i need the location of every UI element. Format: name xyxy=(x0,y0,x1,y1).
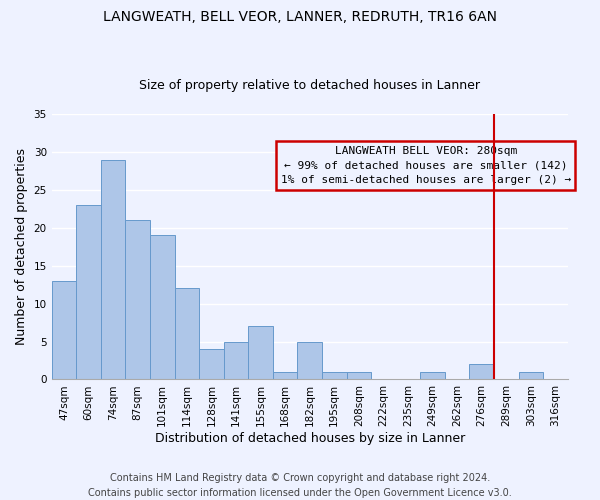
Bar xyxy=(273,372,298,380)
Bar xyxy=(175,288,199,380)
Bar xyxy=(76,205,101,380)
Bar xyxy=(224,342,248,380)
Bar xyxy=(347,372,371,380)
Text: LANGWEATH BELL VEOR: 280sqm
← 99% of detached houses are smaller (142)
1% of sem: LANGWEATH BELL VEOR: 280sqm ← 99% of det… xyxy=(281,146,571,186)
Bar xyxy=(101,160,125,380)
Bar xyxy=(52,281,76,380)
Bar xyxy=(248,326,273,380)
Bar xyxy=(469,364,494,380)
Bar xyxy=(150,236,175,380)
Bar xyxy=(518,372,543,380)
Bar xyxy=(125,220,150,380)
X-axis label: Distribution of detached houses by size in Lanner: Distribution of detached houses by size … xyxy=(155,432,465,445)
Text: Contains HM Land Registry data © Crown copyright and database right 2024.
Contai: Contains HM Land Registry data © Crown c… xyxy=(88,472,512,498)
Y-axis label: Number of detached properties: Number of detached properties xyxy=(15,148,28,345)
Bar xyxy=(199,349,224,380)
Text: LANGWEATH, BELL VEOR, LANNER, REDRUTH, TR16 6AN: LANGWEATH, BELL VEOR, LANNER, REDRUTH, T… xyxy=(103,10,497,24)
Bar xyxy=(298,342,322,380)
Bar xyxy=(420,372,445,380)
Bar xyxy=(322,372,347,380)
Title: Size of property relative to detached houses in Lanner: Size of property relative to detached ho… xyxy=(139,79,480,92)
